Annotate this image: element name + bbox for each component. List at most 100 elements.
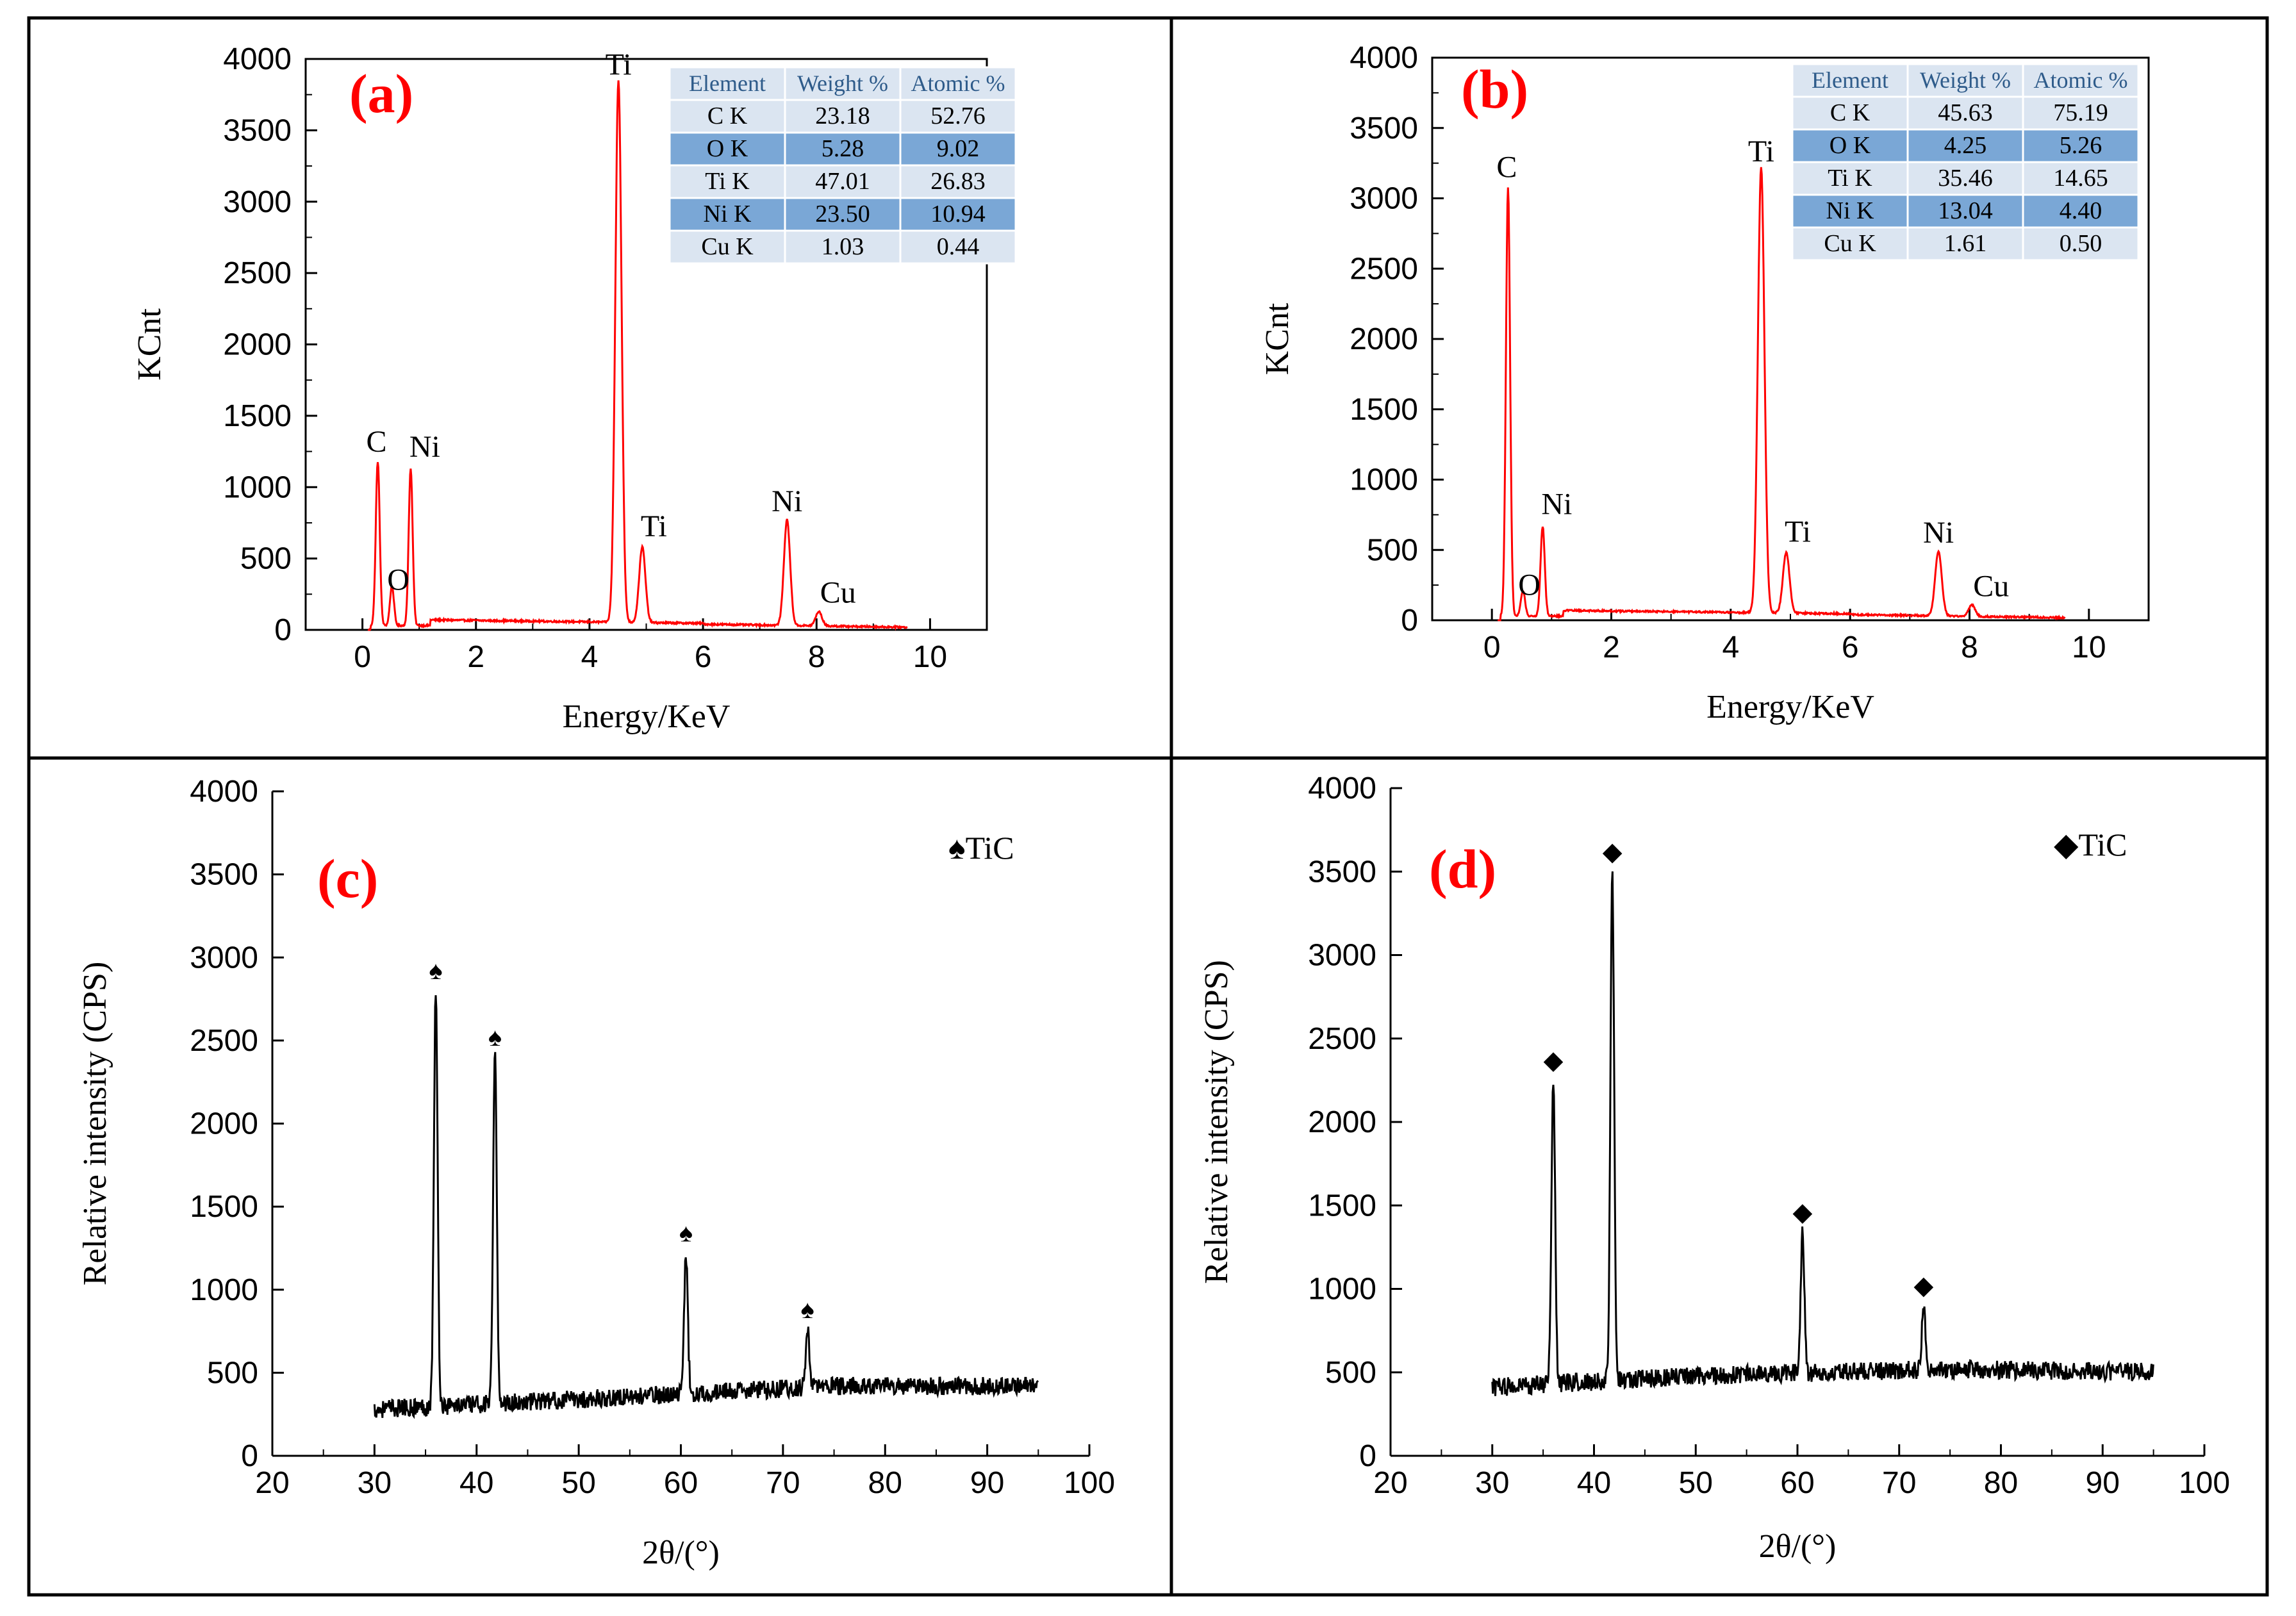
table-cell-text: Ni K <box>1826 197 1875 224</box>
y-tick-label: 500 <box>1367 533 1418 567</box>
y-tick-label: 3000 <box>1308 939 1376 973</box>
x-tick-label: 20 <box>1373 1466 1407 1500</box>
peak-label: Ni <box>1923 516 1954 550</box>
table-header-cell <box>1791 63 1909 98</box>
x-tick-label: 60 <box>664 1466 698 1500</box>
panel-frames <box>27 16 2269 1597</box>
y-tick-label: 2000 <box>223 328 292 362</box>
table-cell-text: 4.40 <box>2060 197 2102 224</box>
y-tick-label: 1000 <box>1350 463 1418 497</box>
peak-label: Ti <box>1785 515 1811 549</box>
table-cell <box>2022 95 2140 131</box>
x-tick-label: 2 <box>467 640 484 674</box>
x-tick-label: 90 <box>970 1466 1004 1500</box>
table-header-cell <box>2022 63 2140 98</box>
x-tick-label: 2 <box>1603 631 1620 664</box>
table-cell-text: 1.61 <box>1944 230 1987 257</box>
table-cell-text: 5.26 <box>2060 132 2102 159</box>
panel-c: 0 500 1000 1500 2000 2500 3000 3500 4000 20 30 40 50… <box>77 775 1115 1571</box>
diffraction-line <box>1491 871 2154 1396</box>
y-tick-label: 2500 <box>1308 1022 1376 1056</box>
panel-d: 0 500 1000 1500 2000 2500 3000 3500 4000 20 30 40 50… <box>1198 771 2230 1565</box>
peak-marker: ♠ <box>488 1023 502 1051</box>
peak-label: Ti <box>1748 135 1774 169</box>
panel-label: (a) <box>349 63 413 124</box>
table-cell-text: 5.28 <box>822 135 864 162</box>
spectrum-line <box>367 80 908 632</box>
peak-marker: ◆ <box>1603 837 1623 866</box>
table-cell-text: 0.44 <box>937 233 980 260</box>
x-tick-label: 4 <box>581 640 599 674</box>
table-cell-text: Ti K <box>1828 165 1872 192</box>
table-cell-text: Cu K <box>1824 230 1876 257</box>
table-cell <box>2022 226 2140 261</box>
y-axis-label: Relative intensity (CPS) <box>77 962 113 1286</box>
table-cell <box>899 131 1017 167</box>
table-cell-text: 0.50 <box>2060 230 2102 257</box>
table-cell <box>784 229 902 265</box>
y-tick-label: 1500 <box>223 399 292 433</box>
peak-label: Ni <box>1541 488 1572 522</box>
peak-label: Cu <box>1973 569 2009 603</box>
y-tick-label: 0 <box>274 613 292 647</box>
y-tick-label: 500 <box>240 542 292 576</box>
y-axis-label: KCnt <box>1259 302 1296 375</box>
y-tick-label: 0 <box>1401 604 1418 638</box>
table-cell-text: 4.25 <box>1944 132 1987 159</box>
y-tick-label: 4000 <box>1308 771 1376 805</box>
x-tick-label: 0 <box>1483 631 1501 664</box>
y-tick-label: 4000 <box>223 42 292 76</box>
table-cell-text: C K <box>707 103 748 129</box>
x-tick-label: 0 <box>354 640 371 674</box>
table-cell-text: 10.94 <box>930 201 986 227</box>
x-tick-label: 60 <box>1780 1466 1814 1500</box>
peak-marker: ◆ <box>1793 1198 1813 1226</box>
y-tick-label: 2000 <box>1350 322 1418 356</box>
x-tick-label: 10 <box>2072 631 2106 664</box>
x-tick-label: 90 <box>2086 1466 2120 1500</box>
table-cell-text: Cu K <box>701 233 754 260</box>
table-cell-text: 1.03 <box>822 233 864 260</box>
table-header-cell <box>784 66 902 101</box>
table-cell <box>899 164 1017 199</box>
table-cell <box>668 131 786 167</box>
peak-marker: ◆ <box>1544 1046 1564 1075</box>
x-tick-label: 40 <box>1577 1466 1611 1500</box>
peak-label: O <box>1518 568 1540 602</box>
peak-marker: ♠ <box>429 957 442 985</box>
peak-label: O <box>387 563 409 597</box>
y-tick-label: 3000 <box>190 941 258 975</box>
table-cell-text: 75.19 <box>2053 99 2108 126</box>
y-tick-label: 1500 <box>1308 1189 1376 1223</box>
table-cell <box>2022 128 2140 163</box>
table-cell-text: 13.04 <box>1938 197 1993 224</box>
table-cell-text: 47.01 <box>815 168 870 195</box>
table-header-text: Weight % <box>797 70 888 96</box>
peak-label: Ti <box>606 48 632 82</box>
panel-label: (c) <box>317 848 378 909</box>
x-axis-label: Energy/KeV <box>1706 689 1874 725</box>
x-tick-label: 80 <box>1984 1466 2018 1500</box>
table-cell <box>1906 95 2024 131</box>
peak-marker: ♠ <box>801 1296 814 1324</box>
x-tick-label: 30 <box>1475 1466 1509 1500</box>
x-tick-label: 8 <box>808 640 825 674</box>
table-cell-text: 52.76 <box>930 103 986 129</box>
y-tick-label: 0 <box>1359 1439 1376 1473</box>
x-axis-label: 2θ/(°) <box>642 1535 720 1571</box>
table-header-text: Atomic % <box>2034 67 2128 93</box>
panel-label: (d) <box>1429 838 1496 900</box>
y-tick-label: 3000 <box>1350 182 1418 216</box>
y-tick-label: 0 <box>241 1439 258 1473</box>
y-tick-label: 3500 <box>190 858 258 892</box>
x-tick-label: 80 <box>868 1466 902 1500</box>
panel-label: (b) <box>1461 58 1528 120</box>
y-tick-label: 2500 <box>190 1024 258 1058</box>
x-tick-label: 100 <box>1064 1466 1115 1500</box>
x-tick-label: 8 <box>1961 631 1978 664</box>
x-tick-label: 6 <box>695 640 712 674</box>
table-cell-text: Ni K <box>704 201 752 227</box>
x-tick-label: 40 <box>459 1466 493 1500</box>
peak-marker: ♠ <box>679 1219 693 1248</box>
composition-table: Element Weight % Atomic % C K 23.18 52.76 O K 5… <box>668 66 1017 265</box>
